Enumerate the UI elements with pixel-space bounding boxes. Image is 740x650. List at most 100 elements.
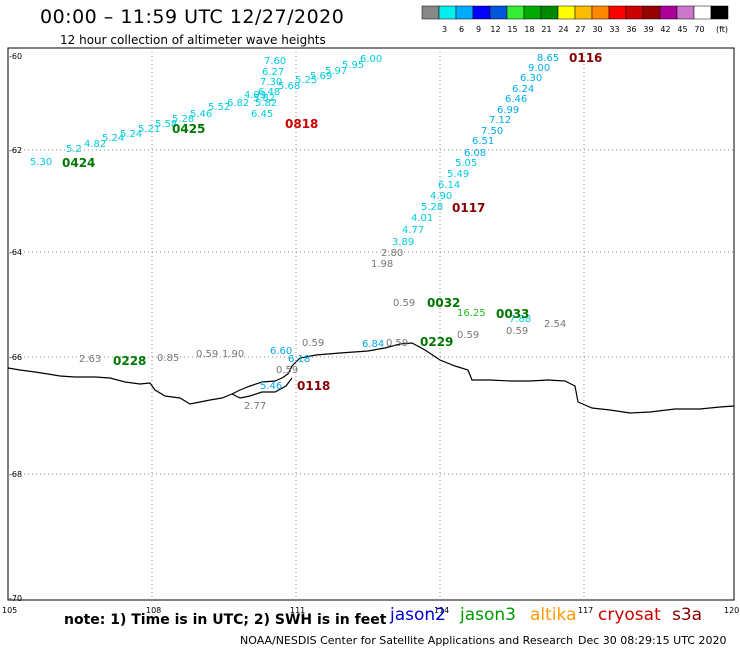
legend-swatch [642,5,661,20]
legend-label: 45 [677,25,687,34]
lon-axis-labels: 105 108 111 114 117 120 [2,606,739,615]
wave-height-value: 0.59 [393,298,415,309]
wave-height-value: 4.01 [411,213,433,224]
wave-height-value: 9.00 [528,63,550,74]
lat-axis-labels: -60 -62 -64 -66 -68 -70 [9,52,22,603]
legend-swatch [523,5,542,20]
wave-height-value: 2.54 [544,319,566,330]
legend-label: 6 [459,25,464,34]
wave-height-value: 7.50 [481,126,503,137]
wave-height-value: 2.63 [79,354,101,365]
wave-height-value: 0.59 [196,349,218,360]
legend-swatch [489,5,508,20]
track-time-label: 0033 [496,307,529,321]
wave-height-value: 5.30 [30,157,52,168]
legend-label: 70 [694,25,704,34]
wave-height-value: 2.77 [244,401,266,412]
wave-height-value: 0.85 [157,353,179,364]
legend-swatch [659,5,678,20]
wave-height-value: 5.49 [447,169,469,180]
wave-height-value: 6.24 [512,84,534,95]
wave-height-value: 8.65 [537,53,559,64]
timestamp-text: Dec 30 08:29:15 UTC 2020 [578,634,727,647]
lat-label: -62 [9,146,22,155]
satellite-jason2: jason2 [390,605,446,625]
wave-height-value: 6.84 [362,339,384,350]
wave-height-value: 6.99 [497,105,519,116]
wave-height-value: 6.27 [262,67,284,78]
coastline [7,342,735,414]
track-time-label: 0117 [452,201,485,215]
wave-height-value: 6.18 [288,354,310,365]
lon-label: 117 [578,606,593,615]
wave-height-value: 6.45 [251,109,273,120]
wave-height-value: 7.30 [260,77,282,88]
track-time-label: 0228 [113,354,146,368]
legend-label: 18 [524,25,534,34]
legend-label: 15 [507,25,517,34]
legend-swatch [472,5,491,20]
lat-label: -64 [9,248,22,257]
wave-height-value: 4.99 [244,90,266,101]
wave-values: 8.659.006.306.246.466.997.127.506.516.08… [30,53,566,412]
legend-label: 36 [626,25,636,34]
wave-height-value: 6.51 [472,136,494,147]
wave-height-value: 3.89 [392,237,414,248]
wave-height-value: 6.48 [258,87,280,98]
wave-height-value: 4.77 [402,225,424,236]
credit-text: NOAA/NESDIS Center for Satellite Applica… [240,634,574,647]
lon-label: 108 [146,606,161,615]
track-time-label: 0424 [62,156,95,170]
color-scale-legend: 3 6 9 12 15 18 21 24 27 30 33 36 39 42 45 70 (ft) [421,5,729,34]
wave-height-value: 6.08 [464,148,486,159]
wave-height-value: 16.25 [457,308,486,319]
legend-swatch [557,5,576,20]
wave-height-value: 5.2 [66,144,82,155]
legend-label: 21 [541,25,551,34]
coastline-inlet [231,377,293,399]
wave-height-value: 5.46 [260,381,282,392]
legend-label: 3 [442,25,447,34]
legend-label: 39 [643,25,653,34]
wave-height-value: 6.14 [438,180,460,191]
wave-height-value: 6.00 [360,54,382,65]
legend-label: 33 [609,25,619,34]
track-time-label: 0229 [420,335,453,349]
lon-label: 111 [290,606,305,615]
wave-height-value: 0.59 [302,338,324,349]
legend-label: 42 [660,25,670,34]
wave-height-value: 5.69 [310,71,332,82]
track-time-label: 0116 [569,51,602,65]
wave-height-value: 1.98 [371,259,393,270]
legend-swatch [625,5,644,20]
lat-label: -68 [9,470,22,479]
legend-label: 9 [476,25,481,34]
legend-swatch [710,5,729,20]
wave-height-value: 2.80 [381,248,403,259]
wave-height-value: 0.59 [386,338,408,349]
wave-height-value: 5.97 [325,66,347,77]
lat-label: -66 [9,353,22,362]
wave-height-value: 1.90 [222,349,244,360]
wave-height-value: 6.30 [520,73,542,84]
wave-height-value: 5.58 [155,119,177,130]
legend-swatch [455,5,474,20]
legend-swatch [421,5,440,20]
wave-height-value: 5.82 [255,98,277,109]
legend-label: 12 [490,25,500,34]
lon-label: 114 [434,606,449,615]
wave-height-value: 4.90 [430,191,452,202]
legend-label: 27 [575,25,585,34]
legend-swatch [693,5,712,20]
wave-height-value: 5.28 [172,114,194,125]
lat-label: -60 [9,52,22,61]
legend-label: 30 [592,25,602,34]
wave-height-value: 5.46 [190,109,212,120]
wave-height-value: 5.82 [253,93,275,104]
footer-note: note: 1) Time is in UTC; 2) SWH is in fe… [64,612,387,628]
wave-height-value: 5.24 [120,129,142,140]
plot-frame [7,47,735,601]
legend-swatch [506,5,525,20]
wave-height-value: 5.28 [421,202,443,213]
